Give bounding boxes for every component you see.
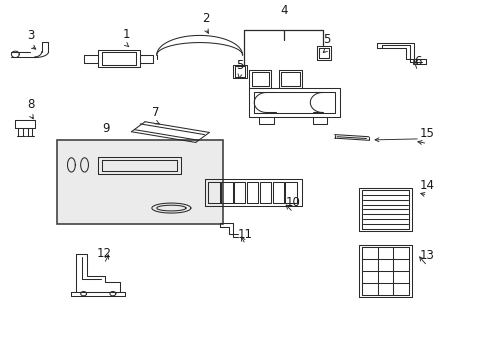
Bar xyxy=(57,140,222,224)
Text: 13: 13 xyxy=(419,249,434,262)
Text: 2: 2 xyxy=(202,12,209,25)
Text: 8: 8 xyxy=(27,98,35,111)
Text: 15: 15 xyxy=(419,127,434,140)
Text: 10: 10 xyxy=(285,196,300,209)
Text: 1: 1 xyxy=(122,28,130,41)
Text: 12: 12 xyxy=(96,247,111,260)
Text: 3: 3 xyxy=(27,29,35,42)
Text: 4: 4 xyxy=(280,4,287,17)
Text: 6: 6 xyxy=(413,54,421,68)
Text: 11: 11 xyxy=(238,228,252,241)
Text: 5: 5 xyxy=(322,33,329,46)
Text: 7: 7 xyxy=(152,105,159,118)
Text: 9: 9 xyxy=(102,122,109,135)
Text: 14: 14 xyxy=(419,179,434,192)
Text: 5: 5 xyxy=(235,59,243,72)
